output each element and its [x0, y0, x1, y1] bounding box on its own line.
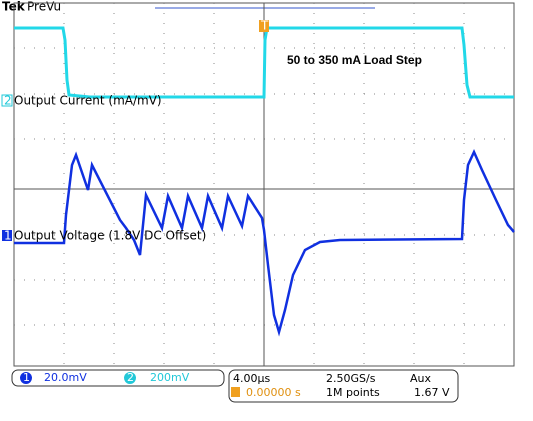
trigger-marker — [259, 20, 269, 32]
ch1-label: Output Voltage (1.8V DC Offset) — [14, 229, 206, 243]
ch1-marker — [2, 230, 12, 241]
trigger-level: 1.67 V — [414, 386, 450, 399]
ch2-label: Output Current (mA/mV) — [14, 94, 162, 108]
plot-title: 50 to 350 mA Load Step — [287, 53, 422, 67]
ch2-trace — [14, 26, 514, 99]
ch1-trace — [14, 148, 515, 337]
status-bar: 1 20.0mV 2 200mV 4.00µs 2.50GS/s Aux 0.0… — [11, 369, 459, 403]
trigger-marker-label: T — [260, 19, 269, 33]
timebase-scale: 4.00µs — [233, 372, 270, 385]
record-length: 1M points — [326, 386, 380, 399]
ch2-scale: 200mV — [150, 371, 190, 384]
ch1-badge: 1 — [23, 371, 30, 384]
ch2-marker-label: 2 — [4, 94, 12, 108]
sample-rate: 2.50GS/s — [326, 372, 376, 385]
trigger-position: 0.00000 s — [246, 386, 301, 399]
ch1-marker-label: 1 — [4, 229, 12, 243]
ch2-marker — [1, 94, 13, 107]
ch1-scale: 20.0mV — [44, 371, 87, 384]
trigger-source: Aux — [410, 372, 431, 385]
ch2-badge: 2 — [127, 371, 134, 384]
mode: PreVu — [27, 0, 61, 14]
